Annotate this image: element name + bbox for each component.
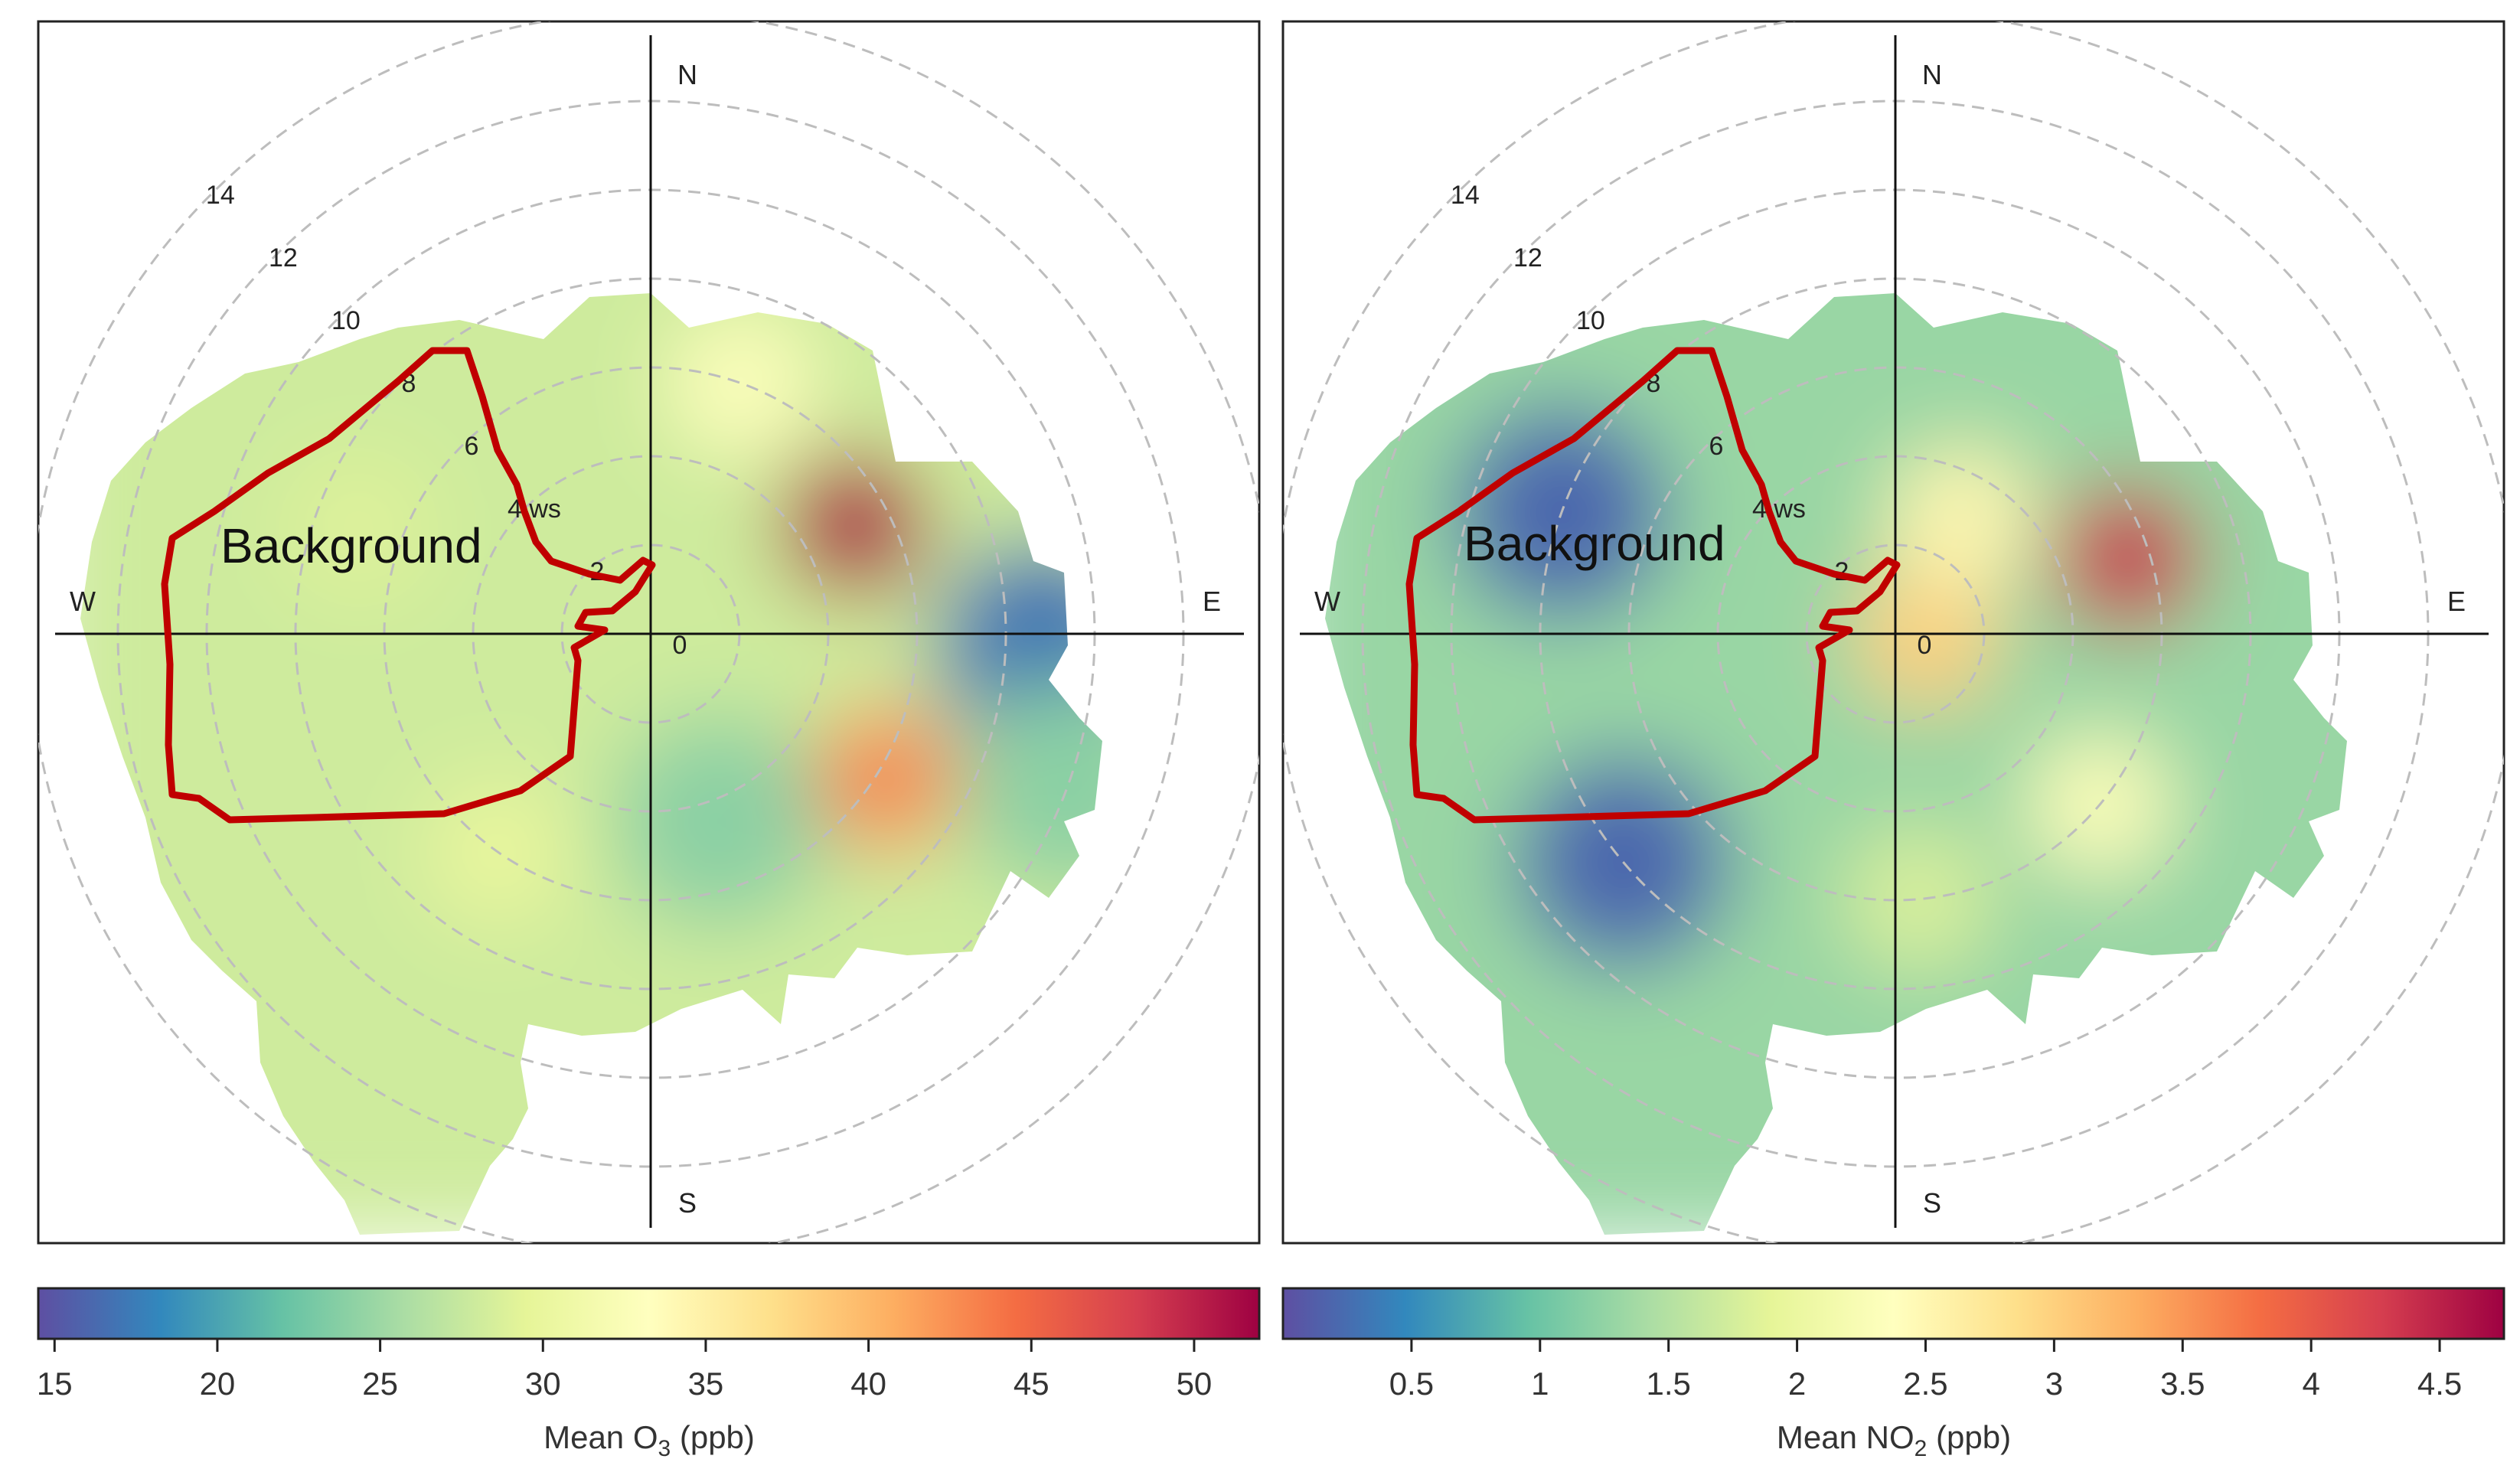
colorbar-tick-label: 45 bbox=[1014, 1366, 1049, 1402]
direction-label-w: W bbox=[70, 586, 96, 617]
field-hotspot bbox=[612, 714, 827, 929]
field-hotspot bbox=[286, 455, 432, 601]
colorbar-tick-label: 2 bbox=[1788, 1366, 1806, 1402]
colorbar-tick-label: 25 bbox=[362, 1366, 398, 1402]
background-annotation-no2: Background bbox=[1464, 516, 1725, 571]
radial-tick-label: 0 bbox=[673, 631, 687, 660]
radial-tick-label: 4 ws bbox=[508, 494, 561, 524]
radial-tick-label: 14 bbox=[206, 181, 235, 210]
colorbar-o3: Mean O3 (ppb) 15 20 25 30 35 40 45 50 bbox=[37, 1287, 1261, 1461]
compass-axes-o3 bbox=[55, 35, 1244, 1228]
colorbar-tick-label: 1.5 bbox=[1646, 1366, 1690, 1402]
field-hotspot bbox=[1846, 826, 1992, 972]
colorbar-tick-label: 1 bbox=[1531, 1366, 1549, 1402]
compass-axes-no2 bbox=[1300, 35, 2489, 1228]
colorbar-tick-label: 4 bbox=[2302, 1366, 2319, 1402]
colorbar-no2-gradient bbox=[1281, 1287, 2505, 1340]
direction-label-e: E bbox=[2447, 586, 2466, 617]
field-hotspot bbox=[1889, 446, 2035, 592]
colorbar-tick-label: 20 bbox=[200, 1366, 236, 1402]
radial-tick-label: 6 bbox=[464, 432, 478, 461]
colorbar-tick-label: 40 bbox=[850, 1366, 886, 1402]
radial-tick-label: 0 bbox=[1918, 631, 1932, 660]
background-sector-outline-o3 bbox=[161, 347, 656, 824]
direction-label-n: N bbox=[677, 59, 697, 90]
radial-tick-label: 12 bbox=[269, 243, 298, 273]
colorbar-tick-label: 3 bbox=[2045, 1366, 2063, 1402]
background-annotation-o3: Background bbox=[220, 518, 482, 573]
direction-label-s: S bbox=[678, 1187, 697, 1219]
field-hotspot bbox=[961, 678, 1102, 893]
colorbar-o3-gradient bbox=[37, 1287, 1261, 1340]
colorbar-o3-title: Mean O3 (ppb) bbox=[543, 1419, 755, 1461]
colorbar-tick-label: 30 bbox=[525, 1366, 561, 1402]
colorbar-tick-label: 50 bbox=[1177, 1366, 1213, 1402]
colorbar-tick-label: 3.5 bbox=[2160, 1366, 2205, 1402]
colorbar-tick-label: 35 bbox=[688, 1366, 724, 1402]
direction-label-s: S bbox=[1923, 1187, 1941, 1219]
radial-tick-label: 14 bbox=[1451, 181, 1480, 210]
radial-tick-label: 4 ws bbox=[1752, 494, 1806, 524]
colorbar-tick-label: 2.5 bbox=[1903, 1366, 1947, 1402]
radial-tick-label: 12 bbox=[1513, 243, 1542, 273]
background-sector-outline-no2 bbox=[1405, 347, 1901, 824]
colorbar-no2: Mean NO2 (ppb) 0.5 1 1.5 2 2.5 3 3.5 4 4.5 bbox=[1281, 1287, 2505, 1461]
field-hotspot bbox=[1853, 563, 1999, 710]
field-hotspot bbox=[811, 707, 957, 853]
field-hotspot bbox=[669, 310, 815, 456]
direction-label-n: N bbox=[1922, 59, 1942, 90]
colorbar-tick-label: 15 bbox=[37, 1366, 73, 1402]
field-hotspot bbox=[2055, 485, 2201, 632]
field-hotspot bbox=[782, 452, 928, 599]
radial-tick-label: 6 bbox=[1709, 432, 1723, 461]
colorbar-tick-label: 0.5 bbox=[1389, 1366, 1434, 1402]
direction-label-w: W bbox=[1314, 586, 1340, 617]
direction-label-e: E bbox=[1203, 586, 1221, 617]
colorbar-no2-title: Mean NO2 (ppb) bbox=[1777, 1419, 2011, 1461]
radial-tick-label: 10 bbox=[1576, 306, 1605, 335]
radial-tick-label: 10 bbox=[331, 306, 361, 335]
colorbar-tick-label: 4.5 bbox=[2417, 1366, 2462, 1402]
